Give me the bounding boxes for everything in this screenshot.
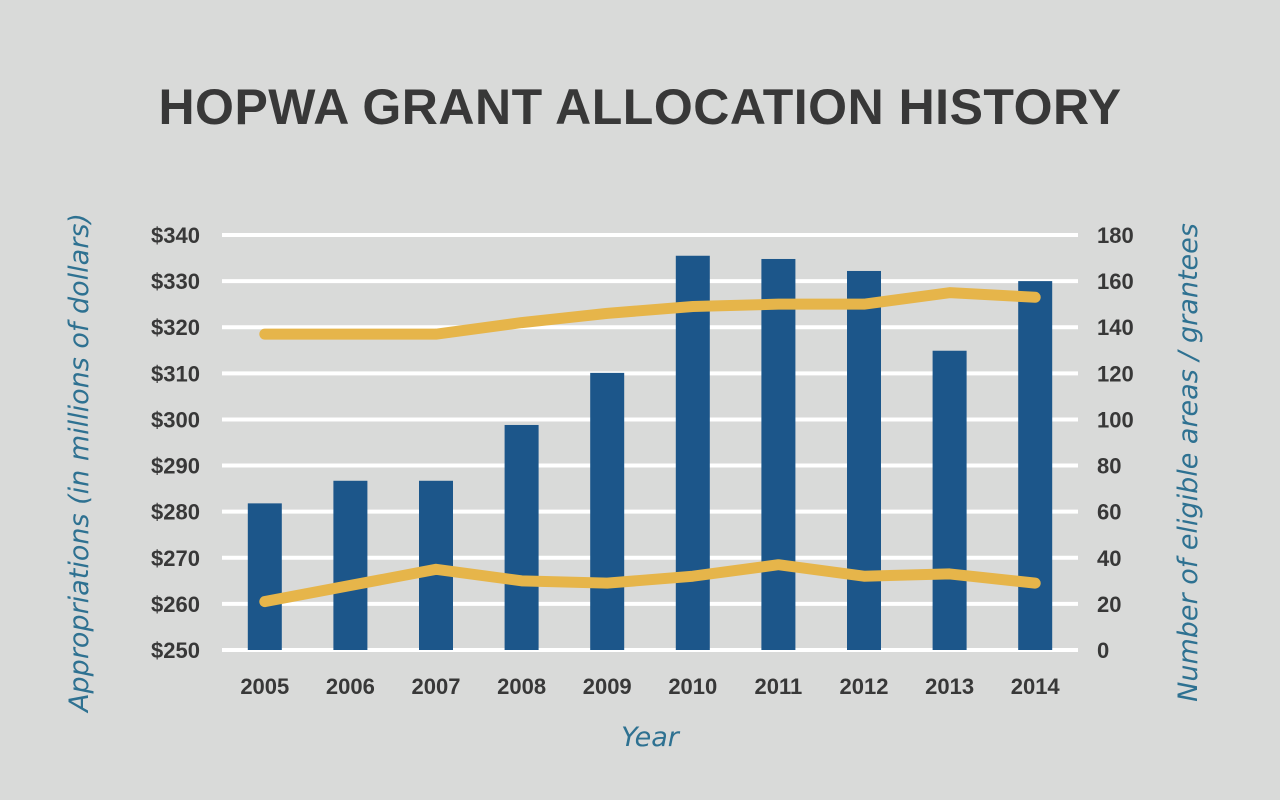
bar-2012 <box>847 270 881 650</box>
bar-2006 <box>333 480 368 650</box>
y-axis-title: Appropriations (in millions of dollars) <box>64 213 95 714</box>
x-axis-title: Year <box>621 722 681 753</box>
y2-axis-title: Number of eligible areas / grantees <box>1173 223 1204 702</box>
y-tick-label-1: $260 <box>151 592 200 617</box>
y-tick-label-6: $310 <box>151 361 200 386</box>
line-series-0 <box>259 287 1041 340</box>
x-tick-label-2: 2007 <box>412 674 461 699</box>
y2-tick-label-3: 60 <box>1097 500 1121 525</box>
x-tick-label-1: 2006 <box>326 674 375 699</box>
bar-2014 <box>1018 281 1053 650</box>
x-tick-label-0: 2005 <box>240 674 289 699</box>
bar-2009 <box>590 372 625 650</box>
bar-2005 <box>247 503 282 650</box>
y-tick-label-9: $340 <box>151 223 200 248</box>
bar-2008 <box>504 424 539 650</box>
y2-tick-label-9: 180 <box>1097 223 1134 248</box>
y2-tick-label-1: 20 <box>1097 592 1121 617</box>
y2-tick-label-0: 0 <box>1097 638 1109 663</box>
y2-tick-label-8: 160 <box>1097 269 1134 294</box>
y-tick-label-8: $330 <box>151 269 200 294</box>
bar-2013 <box>932 350 967 650</box>
x-tick-label-3: 2008 <box>497 674 546 699</box>
x-tick-label-7: 2012 <box>840 674 889 699</box>
chart-title: HOPWA GRANT ALLOCATION HISTORY <box>158 79 1122 135</box>
x-tick-label-4: 2009 <box>583 674 632 699</box>
y2-tick-label-5: 100 <box>1097 407 1134 432</box>
y-tick-label-0: $250 <box>151 638 200 663</box>
x-tick-label-8: 2013 <box>925 674 974 699</box>
y-tick-label-2: $270 <box>151 546 200 571</box>
y2-tick-label-6: 120 <box>1097 361 1134 386</box>
x-tick-label-6: 2011 <box>755 674 803 699</box>
y2-tick-label-2: 40 <box>1097 546 1121 571</box>
x-tick-label-9: 2014 <box>1011 674 1061 699</box>
y2-tick-label-4: 80 <box>1097 454 1121 479</box>
y-tick-label-7: $320 <box>151 315 200 340</box>
x-tick-label-5: 2010 <box>668 674 717 699</box>
y-tick-label-3: $280 <box>151 500 200 525</box>
y2-tick-label-7: 140 <box>1097 315 1134 340</box>
bar-2010 <box>675 255 710 650</box>
line-series-1 <box>259 559 1041 608</box>
y-tick-label-4: $290 <box>151 454 200 479</box>
bar-2011 <box>761 258 796 650</box>
y-tick-label-5: $300 <box>151 407 200 432</box>
